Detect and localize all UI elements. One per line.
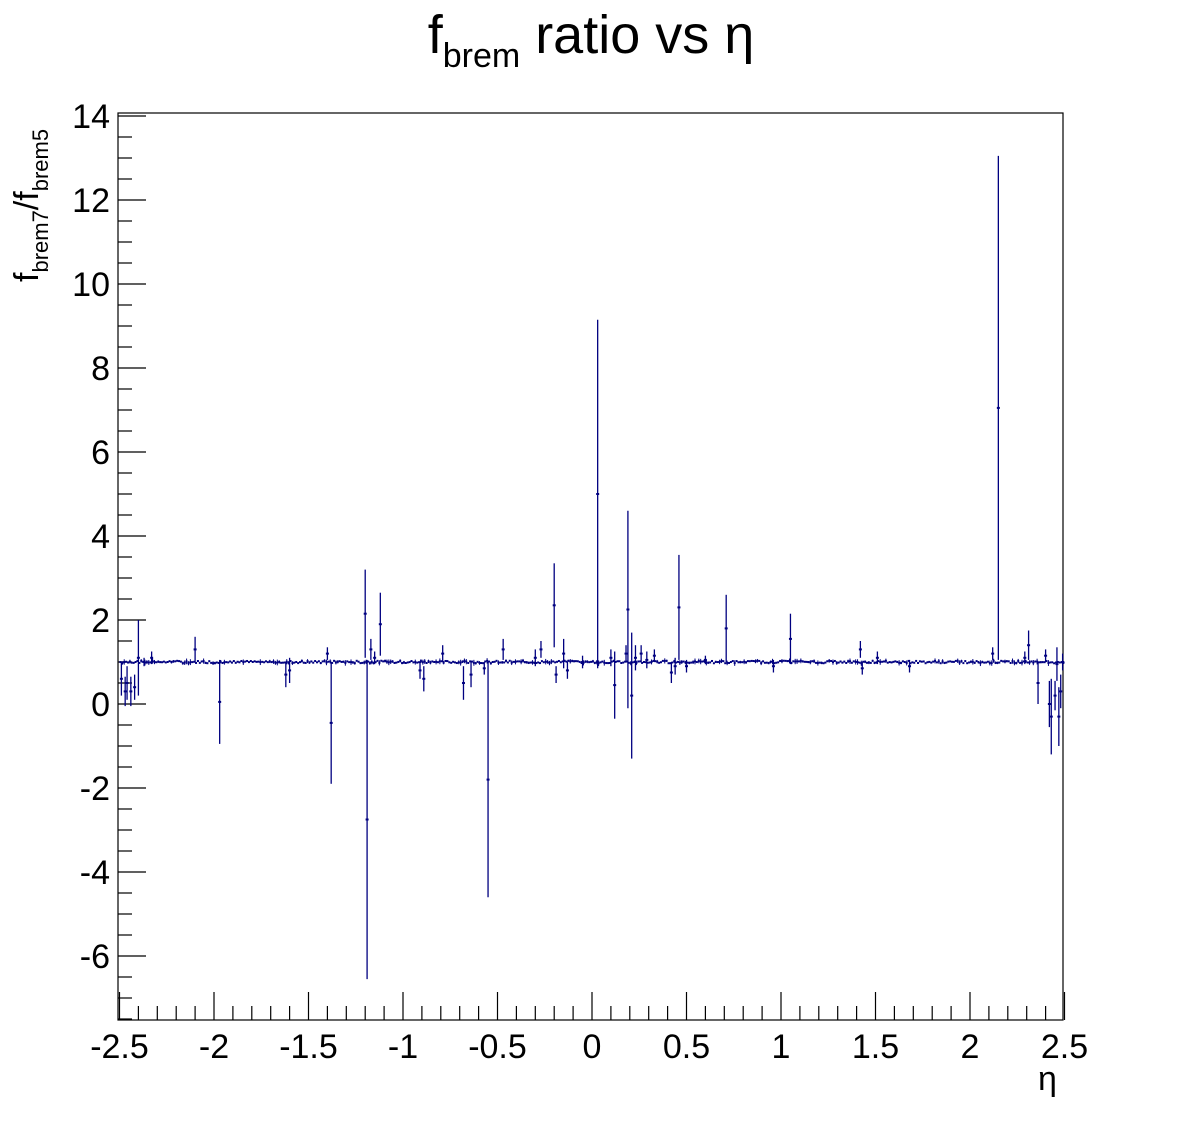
x-tick-label: 2.5 bbox=[1041, 1028, 1088, 1066]
y-tick-label: 0 bbox=[91, 686, 110, 724]
chart-title: fbrem ratio vs η bbox=[0, 5, 1182, 75]
y-tick-label: 10 bbox=[72, 266, 110, 304]
x-tick-label: 0 bbox=[583, 1028, 602, 1066]
x-axis-label: η bbox=[1038, 1060, 1057, 1098]
chart-title-rest: ratio vs η bbox=[520, 5, 755, 65]
x-tick-label: 0.5 bbox=[663, 1028, 710, 1066]
x-tick-label: -1 bbox=[388, 1028, 418, 1066]
chart-title-main: f bbox=[427, 5, 443, 65]
x-tick-label: 1.5 bbox=[852, 1028, 899, 1066]
y-tick-label: 2 bbox=[91, 602, 110, 640]
y-tick-label: -6 bbox=[80, 938, 110, 976]
x-tick-label: 1 bbox=[772, 1028, 791, 1066]
y-tick-label: -2 bbox=[80, 770, 110, 808]
x-tick-label: -1.5 bbox=[279, 1028, 338, 1066]
x-tick-label: -2 bbox=[199, 1028, 229, 1066]
y-tick-label: 12 bbox=[72, 182, 110, 220]
chart-title-sub: brem bbox=[442, 37, 521, 75]
x-tick-label: 2 bbox=[961, 1028, 980, 1066]
y-tick-label: 4 bbox=[91, 518, 110, 556]
y-tick-label: 6 bbox=[91, 434, 110, 472]
y-tick-label: 8 bbox=[91, 350, 110, 388]
plot-frame bbox=[117, 112, 1064, 1021]
x-tick-label: -2.5 bbox=[90, 1028, 149, 1066]
x-tick-label: -0.5 bbox=[468, 1028, 527, 1066]
y-tick-label: 14 bbox=[72, 98, 110, 136]
y-tick-label: -4 bbox=[80, 854, 110, 892]
